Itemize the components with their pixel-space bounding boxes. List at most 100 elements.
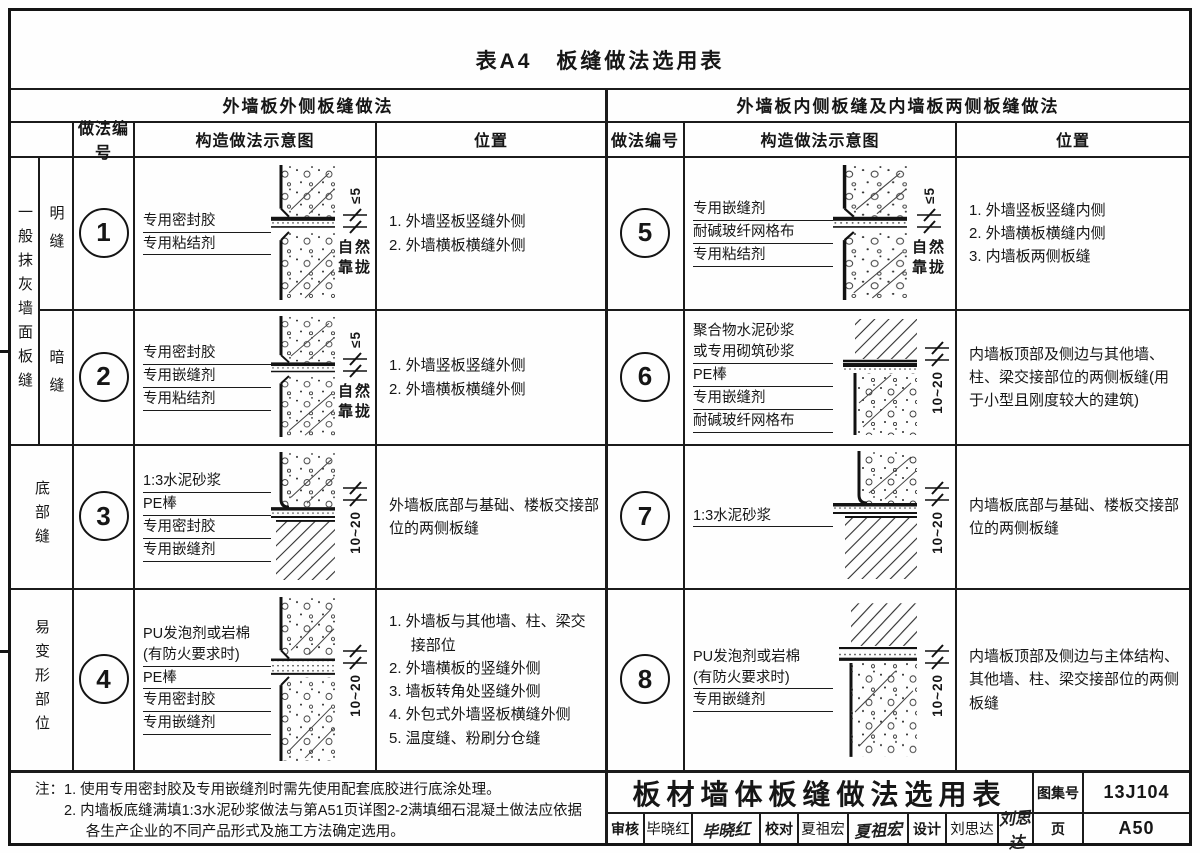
atlas-no-value: 13J104 [1103,782,1170,802]
diagram-labels: 1:3水泥砂浆 PE棒 专用密封胶 专用嵌缝剂 [143,470,271,562]
dimension-label: 10~20 [929,371,945,414]
col-header-method-no-right: 做法编号 [610,132,679,150]
note-item: 2. 内墙板底缝满填1:3水泥砂浆做法与第A51页详图2-2满填细石混凝土做法应… [64,803,583,841]
diagram-cell-4: PU发泡剂或岩棉 (有防火要求时) PE棒 专用密封胶 专用嵌缝剂 [135,590,375,768]
location-item: 内墙板底部与基础、楼板交接部位的两侧板缝 [969,496,1180,537]
method-circle-2: 2 [78,351,129,402]
location-cell-7: 内墙板底部与基础、楼板交接部位的两侧板缝 [957,446,1189,586]
grid-line [133,122,135,771]
location-cell-2: 1. 外墙竖板竖缝外侧 2. 外墙横板横缝外侧 [377,311,605,442]
diagram-label: PE棒 [143,493,271,516]
method-no-cell-5: 5 [607,158,683,307]
diagram-label: 专用密封胶 [143,210,271,233]
location-cell-8: 内墙板顶部及侧边与主体结构、其他墙、柱、梁交接部位的两侧板缝 [957,590,1189,768]
location-cell-1: 1. 外墙竖板竖缝外侧 2. 外墙横板横缝外侧 [377,158,605,307]
diagram-label: 专用嵌缝剂 [693,387,833,410]
dimension-note: 自然 靠拢 [338,382,372,423]
grid-line [997,814,999,843]
joint-diagram-bottom-exterior [271,452,335,580]
dimension-block: ≤5 自然 靠拢 [907,187,951,278]
method-no-cell-2: 2 [74,311,133,442]
designer-signature-cell: 刘思达 [998,809,1032,852]
grid-line [11,588,1189,590]
joint-diagram-interior-top [843,318,917,435]
grid-line [691,814,693,843]
category-deformable-area: 易变形部位 [11,590,72,768]
sheet-border [8,8,1192,846]
grid-line [11,770,1189,773]
diagram-label: 专用嵌缝剂 [693,689,833,713]
grid-line [759,814,761,843]
grid-line [955,122,957,771]
location-item: 内墙板顶部及侧边与主体结构、其他墙、柱、梁交接部位的两侧板缝 [969,648,1180,712]
dimension-tick-icon [343,643,367,670]
diagram-label: 1:3水泥砂浆 [143,470,271,494]
diagram-labels: 专用密封胶 专用嵌缝剂 专用粘结剂 [143,342,271,411]
category-bottom-joint: 底部缝 [11,446,72,586]
dimension-label: 10~20 [929,673,945,717]
diagram-label: 或专用砌筑砂浆 [693,341,833,365]
location-item: 1. 外墙板与其他墙、柱、梁交接部位 [389,613,586,654]
diagram-labels: PU发泡剂或岩棉 (有防火要求时) PE棒 专用密封胶 专用嵌缝剂 [143,623,271,736]
dimension-block: 10~20 [917,479,957,553]
joint-diagram-interior [833,165,907,300]
atlas-no-label: 图集号 [1037,784,1079,801]
location-item: 内墙板顶部及侧边与其他墙、柱、梁交接部位的两侧板缝(用于小型且刚度较大的建筑) [969,345,1169,410]
location-item: 3. 墙板转角处竖缝外侧 [389,683,541,700]
dimension-tick-icon [343,208,367,234]
location-cell-3: 外墙板底部与基础、楼板交接部位的两侧板缝 [377,446,605,586]
diagram-labels: PU发泡剂或岩棉 (有防火要求时) 专用嵌缝剂 [693,646,833,713]
method-no-cell-8: 8 [607,590,683,768]
method-circle-4: 4 [78,654,129,704]
dimension-label: ≤5 [347,186,363,204]
col-header-diagram-left: 构造做法示意图 [195,132,315,150]
grid-line [847,814,849,843]
joint-diagram-interior-top-deformable [839,603,917,757]
location-item: 1. 外墙竖板竖缝外侧 [389,213,526,231]
diagram-cell-8: PU发泡剂或岩棉 (有防火要求时) 专用嵌缝剂 10~20 [685,590,955,768]
category-hidden-joint: 暗缝 [40,311,72,442]
diagram-labels: 专用嵌缝剂 耐碱玻纤网格布 专用粘结剂 [693,198,833,267]
diagram-cell-1: 专用密封胶 专用粘结剂 ≤5 [135,158,375,307]
diagram-label: 耐碱玻纤网格布 [693,221,833,244]
dimension-tick-icon [917,208,941,234]
grid-line [945,814,947,843]
reviewer-label: 审核 [611,820,639,837]
col-header-location-right: 位置 [1055,132,1090,150]
method-no-cell-6: 6 [607,311,683,442]
category-label: 明缝 [47,204,65,261]
method-circle-6: 6 [620,351,670,402]
dimension-note-line: 靠拢 [337,402,372,420]
category-label: 易变形部位 [33,619,50,739]
dimension-note: 自然 靠拢 [338,238,372,279]
location-item: 1. 外墙竖板竖缝外侧 [389,357,526,375]
diagram-label: 专用粘结剂 [693,244,833,267]
signature: 夏祖宏 [853,820,903,842]
dimension-block: 10~20 [335,479,375,554]
dimension-label: 10~20 [347,510,363,554]
joint-diagram-bottom-interior [833,451,917,579]
grid-line [38,157,40,445]
designer-name: 刘思达 [950,822,994,838]
grid-line [11,88,1189,90]
location-item: 2. 外墙横板的竖缝外侧 [389,659,541,677]
diagram-label: 1:3水泥砂浆 [693,505,833,528]
joint-diagram-deformable [271,597,335,761]
diagram-labels: 聚合物水泥砂浆 或专用砌筑砂浆 PE棒 专用嵌缝剂 耐碱玻纤网格布 [693,320,833,433]
diagram-label: (有防火要求时) [693,667,833,690]
diagram-label: 专用嵌缝剂 [693,198,833,222]
dimension-tick-icon [343,352,367,378]
registration-tick [0,350,9,353]
grid-line [11,156,1189,158]
grid-line [683,122,685,771]
grid-line [605,89,608,843]
dimension-block: ≤5 自然 靠拢 [335,331,375,422]
dimension-note-line: 自然 [911,238,946,256]
location-item: 4. 外包式外墙竖板横缝外侧 [389,706,571,724]
diagram-labels: 1:3水泥砂浆 [693,505,833,528]
method-no-cell-7: 7 [607,446,683,586]
dimension-tick-icon [925,341,949,367]
notes-block: 注： 1. 使用专用密封胶及专用嵌缝剂时需先使用配套底胶进行底涂处理。 2. 内… [11,772,603,843]
method-no-cell-4: 4 [74,590,133,768]
